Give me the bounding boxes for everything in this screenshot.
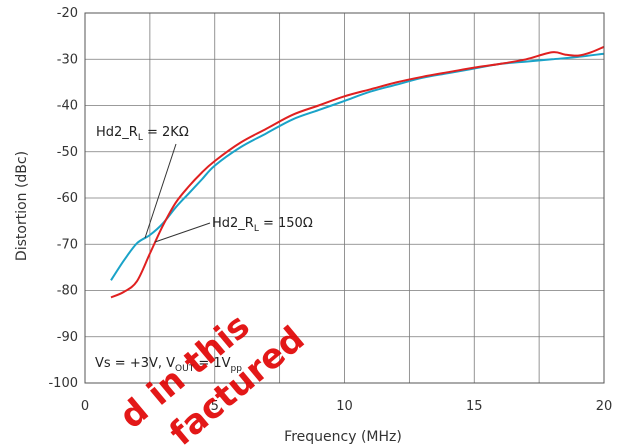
y-tick-label: -30 bbox=[57, 52, 78, 67]
y-tick-label: -70 bbox=[57, 237, 78, 252]
y-tick-label: -20 bbox=[57, 6, 78, 21]
plot-frame bbox=[84, 12, 605, 384]
series-line-2k bbox=[110, 52, 605, 281]
series-line-150 bbox=[110, 45, 605, 299]
y-tick-label: -60 bbox=[57, 191, 78, 206]
x-tick-label: 5 bbox=[211, 399, 219, 414]
annotation-leader-2k bbox=[144, 143, 177, 239]
y-tick-labels: -20 -30 -40 -50 -60 -70 -80 -90 -100 bbox=[48, 6, 78, 391]
annotation-leader-150 bbox=[154, 222, 211, 243]
x-tick-label: 15 bbox=[466, 399, 483, 414]
annotation-conditions: Vs = +3V, VOUT = 1Vpp bbox=[95, 356, 242, 374]
grid-lines bbox=[84, 12, 605, 384]
x-tick-labels: 0 5 10 15 20 bbox=[81, 399, 612, 414]
y-tick-label: -40 bbox=[57, 99, 78, 114]
y-tick-label: -90 bbox=[57, 330, 78, 345]
x-tick-label: 20 bbox=[596, 399, 613, 414]
series-lines bbox=[110, 45, 605, 299]
y-tick-label: -100 bbox=[48, 376, 78, 391]
y-tick-label: -80 bbox=[57, 284, 78, 299]
y-axis-label: Distortion (dBc) bbox=[14, 151, 30, 261]
x-tick-label: 10 bbox=[336, 399, 353, 414]
y-tick-label: -50 bbox=[57, 145, 78, 160]
annotation-2k: Hd2_RL = 2KΩ bbox=[96, 125, 189, 143]
annotation-150: Hd2_RL = 150Ω bbox=[212, 216, 313, 234]
x-tick-label: 0 bbox=[81, 399, 89, 414]
x-axis-label: Frequency (MHz) bbox=[284, 429, 402, 445]
